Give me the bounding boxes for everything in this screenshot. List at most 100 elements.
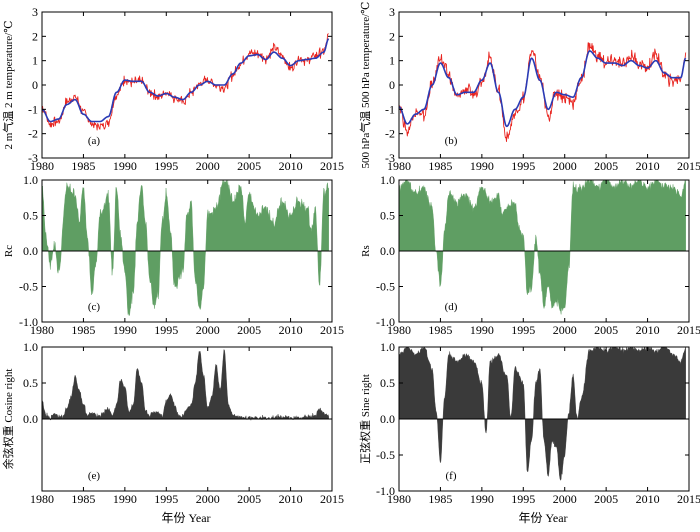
x-tick-label-f-1995: 1995	[511, 492, 535, 506]
y-tick-label-d--0.5: -0.5	[376, 280, 395, 294]
x-tick-label-e-1990: 1990	[113, 492, 137, 506]
x-tick-label-c-2015: 2015	[320, 323, 344, 337]
x-tick-label-c-1980: 1980	[30, 323, 54, 337]
x-tick-label-c-2005: 2005	[237, 323, 261, 337]
y-tick-label-a-0: 0	[32, 78, 38, 92]
x-tick-label-e-2010: 2010	[279, 492, 303, 506]
plot-area-d	[399, 180, 686, 315]
x-tick-label-b-1980: 1980	[387, 159, 411, 173]
y-tick-label-a--2: -2	[28, 127, 38, 141]
chart-panel-d: 1980 1985 1990 1995 2000 2005 2010 2015 -1.0 -0.5…	[360, 173, 700, 337]
y-tick-label-f--1: -1.0	[376, 484, 395, 498]
plot-area-e	[42, 349, 329, 421]
area-d	[399, 180, 686, 315]
x-tick-label-a-2005: 2005	[237, 159, 261, 173]
x-tick-label-a-2000: 2000	[196, 159, 220, 173]
y-tick-label-b-3: 3	[389, 5, 395, 19]
y-tick-label-c--1: -1.0	[19, 315, 38, 329]
y-tick-label-d-0: 0.0	[380, 244, 395, 258]
y-tick-label-e-1: 1.0	[23, 340, 38, 354]
x-tick-label-d-2000: 2000	[553, 323, 577, 337]
y-tick-label-a-2: 2	[32, 29, 38, 43]
x-tick-label-c-1995: 1995	[154, 323, 178, 337]
plot-area-c	[42, 180, 329, 317]
x-tick-label-e-1985: 1985	[71, 492, 95, 506]
x-tick-label-f-2000: 2000	[553, 492, 577, 506]
panel-label-d: (d)	[445, 301, 458, 313]
y-tick-label-a--1: -1	[28, 102, 38, 116]
y-axis-title-f: 正弦权重 Sine right	[358, 374, 372, 464]
x-tick-label-f-1980: 1980	[387, 492, 411, 506]
y-axis-title-a: 2 m气温 2 m temperature/℃	[1, 21, 15, 150]
y-tick-label-d-0.5: 0.5	[380, 209, 395, 223]
chart-panel-e: 1980 1985 1990 1995 2000 2005 2010 2015 0.0 0.5 1.…	[1, 340, 344, 506]
x-tick-label-c-2010: 2010	[279, 323, 303, 337]
series-line-a-smoothed	[42, 38, 330, 123]
x-tick-label-b-1985: 1985	[428, 159, 452, 173]
x-tick-label-d-1980: 1980	[387, 323, 411, 337]
series-line-b-observed	[399, 42, 687, 143]
x-tick-label-b-2015: 2015	[677, 159, 700, 173]
x-tick-label-a-1980: 1980	[30, 159, 54, 173]
y-tick-label-d-1: 1.0	[380, 173, 395, 187]
y-tick-label-c-1: 1.0	[23, 173, 38, 187]
chart-panel-a: 1980 1985 1990 1995 2000 2005 2010 2015 -3 -2 -1 0 1…	[1, 5, 344, 173]
series-line-b-smoothed	[399, 50, 687, 128]
x-tick-label-e-2005: 2005	[237, 492, 261, 506]
y-tick-label-c--0.5: -0.5	[19, 280, 38, 294]
x-tick-label-b-1995: 1995	[511, 159, 535, 173]
y-tick-label-c-0: 0.0	[23, 244, 38, 258]
x-tick-label-a-2010: 2010	[279, 159, 303, 173]
x-tick-label-c-1990: 1990	[113, 323, 137, 337]
x-tick-label-f-2015: 2015	[677, 492, 700, 506]
area-c	[42, 180, 329, 317]
y-tick-label-f-1: 1.0	[380, 340, 395, 354]
y-axis-title-c: Rc	[3, 245, 15, 257]
x-tick-label-d-1985: 1985	[428, 323, 452, 337]
plot-area-f	[399, 347, 686, 481]
panel-label-c: (c)	[88, 301, 101, 313]
y-tick-label-f-0.5: 0.5	[380, 376, 395, 390]
x-tick-label-b-2005: 2005	[594, 159, 618, 173]
chart-panel-c: 1980 1985 1990 1995 2000 2005 2010 2015 -1.0 -0.5…	[3, 173, 344, 337]
y-tick-label-b--1: -1	[385, 102, 395, 116]
x-tick-label-d-1990: 1990	[470, 323, 494, 337]
y-tick-label-e-0: 0.0	[23, 412, 38, 426]
y-tick-label-f-0: 0.0	[380, 412, 395, 426]
panel-label-f: (f)	[446, 470, 457, 482]
y-axis-title-e: 余弦权重 Cosine right	[1, 369, 15, 470]
x-axis-title-left: 年份 Year	[161, 511, 210, 525]
y-tick-label-b-2: 2	[389, 29, 395, 43]
x-tick-label-a-1990: 1990	[113, 159, 137, 173]
x-tick-label-e-2015: 2015	[320, 492, 344, 506]
chart-panel-b: 1980 1985 1990 1995 2000 2005 2010 2015 -3 -2 -1 0 1…	[358, 2, 700, 173]
x-tick-label-f-1985: 1985	[428, 492, 452, 506]
x-tick-label-d-1995: 1995	[511, 323, 535, 337]
x-tick-label-d-2015: 2015	[677, 323, 700, 337]
y-tick-label-b-0: 0	[389, 78, 395, 92]
panel-label-a: (a)	[88, 135, 101, 147]
axes-frame-b	[398, 11, 690, 159]
chart-panel-f: 1980 1985 1990 1995 2000 2005 2010 2015 -1.0 -0.5…	[358, 340, 700, 506]
x-tick-label-c-1985: 1985	[71, 323, 95, 337]
area-f	[399, 347, 686, 481]
x-tick-label-e-1980: 1980	[30, 492, 54, 506]
y-tick-label-c-0.5: 0.5	[23, 209, 38, 223]
x-tick-label-b-2000: 2000	[553, 159, 577, 173]
y-tick-label-b--3: -3	[385, 151, 395, 165]
x-tick-label-c-2000: 2000	[196, 323, 220, 337]
y-tick-label-b--2: -2	[385, 127, 395, 141]
x-tick-label-d-2005: 2005	[594, 323, 618, 337]
area-e	[42, 349, 329, 421]
y-tick-label-a-1: 1	[32, 54, 38, 68]
plot-area-a	[42, 33, 330, 131]
x-axis-title-right: 年份 Year	[518, 511, 567, 525]
panel-label-e: (e)	[88, 470, 101, 482]
y-axis-title-b: 500 hPa气温 500 hPa temperature/℃	[358, 2, 372, 169]
y-tick-label-f--0.5: -0.5	[376, 448, 395, 462]
plot-area-b	[399, 42, 687, 143]
axes-frame-a	[41, 11, 333, 159]
x-tick-label-b-2010: 2010	[636, 159, 660, 173]
x-tick-label-e-1995: 1995	[154, 492, 178, 506]
